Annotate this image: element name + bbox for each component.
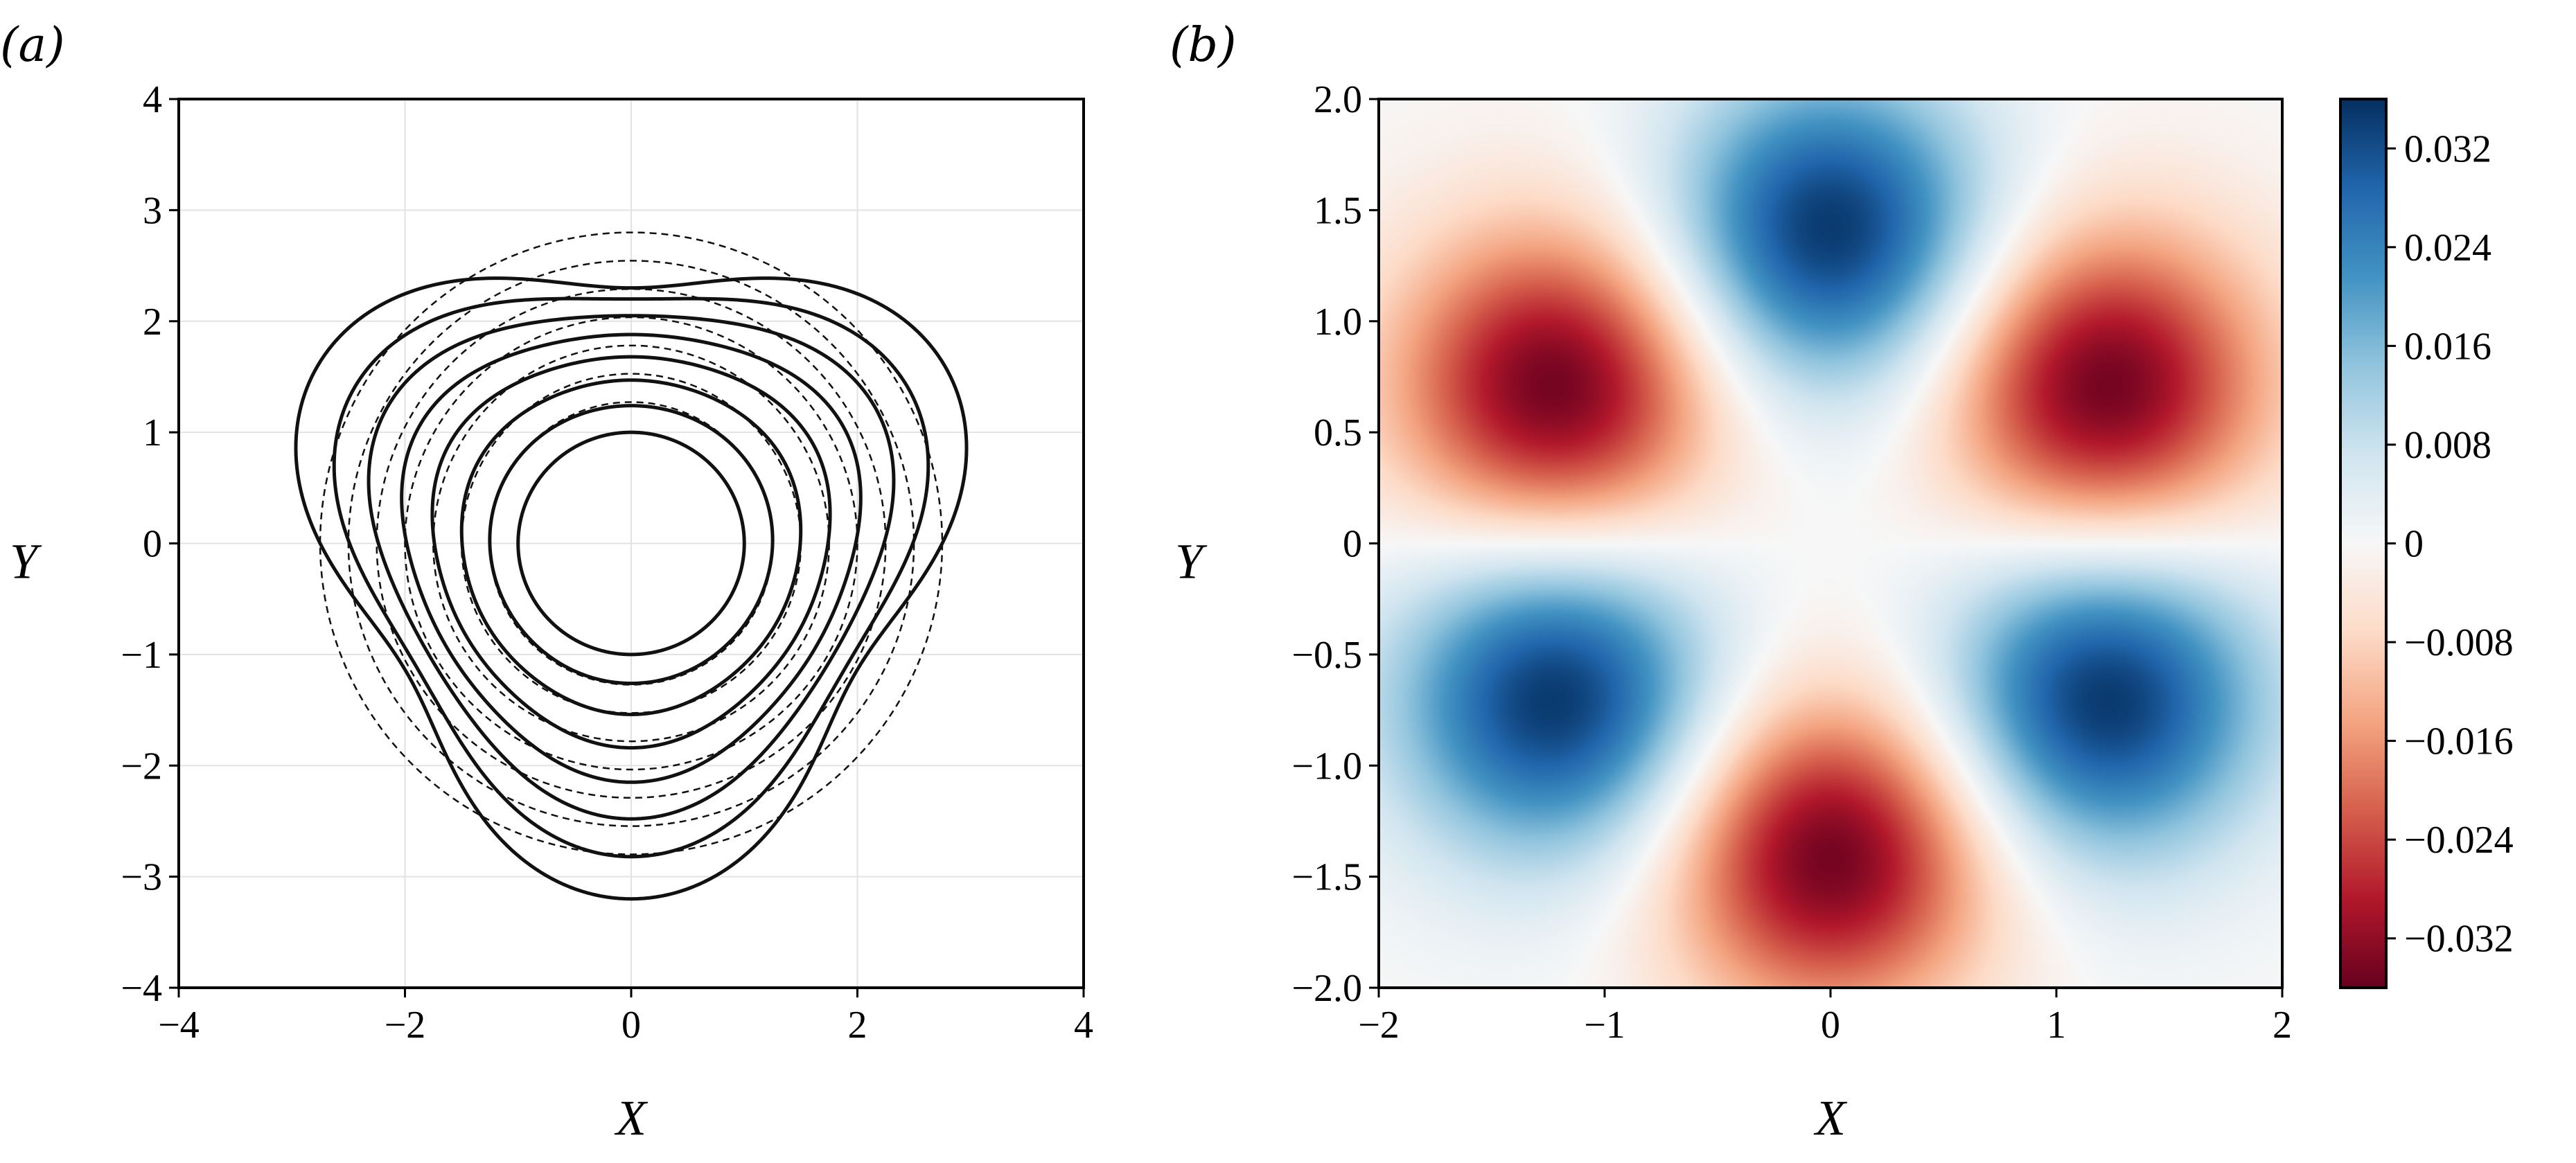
panel-b-label: (b) — [1170, 18, 1237, 73]
panel-b-x-axis-label: X — [1813, 1090, 1848, 1146]
solid-contour-2 — [459, 378, 803, 716]
x-tick-label: 2 — [2273, 1004, 2292, 1047]
x-tick-label: 2 — [848, 1004, 867, 1047]
y-tick-label: 0 — [143, 523, 162, 566]
y-tick-label: 3 — [143, 189, 162, 232]
colorbar-tick-label: −0.032 — [2404, 918, 2514, 961]
panel-a-x-ticks: −4 −2 0 2 4 — [158, 988, 1093, 1047]
y-tick-label: −1 — [121, 634, 162, 677]
y-tick-label: 1.5 — [1314, 189, 1362, 232]
panel-a-y-axis-label: Y — [10, 534, 42, 589]
y-tick-label: 1 — [143, 411, 162, 454]
colorbar-tick-label: −0.008 — [2404, 621, 2514, 664]
y-tick-label: 4 — [143, 78, 162, 121]
panel-a-solid-contours — [294, 276, 969, 901]
y-tick-label: −4 — [121, 967, 162, 1010]
colorbar-tick-label: 0 — [2404, 523, 2424, 566]
y-tick-label: 0 — [1343, 523, 1362, 566]
x-tick-label: −4 — [158, 1004, 200, 1047]
solid-contour-1 — [488, 404, 775, 686]
colorbar-tick-label: 0.032 — [2404, 127, 2491, 170]
panel-a: (a) −4 −2 0 2 4 −4 −3 −2 −1 0 1 2 3 4 X Y — [0, 18, 1093, 1146]
solid-contour-3 — [430, 355, 832, 750]
y-tick-label: −1.0 — [1291, 745, 1362, 788]
panel-a-label: (a) — [0, 18, 65, 73]
y-tick-label: −2 — [121, 745, 162, 788]
panel-b-x-ticks: −2 −1 0 1 2 — [1358, 988, 2292, 1047]
panel-b: (b) −2 −1 0 1 2 −2.0 −1.5 −1.0 −0.5 0 0.5 1.0 1.5 2.… — [1170, 18, 2514, 1146]
colorbar-gradient — [2340, 99, 2386, 988]
x-tick-label: 0 — [1821, 1004, 1840, 1047]
y-tick-label: 2 — [143, 301, 162, 344]
panel-b-y-axis-label: Y — [1175, 534, 1208, 589]
solid-contour-6 — [332, 296, 930, 859]
y-tick-label: −2.0 — [1291, 967, 1362, 1010]
colorbar-tick-label: 0.008 — [2404, 424, 2491, 467]
x-tick-label: 0 — [621, 1004, 641, 1047]
colorbar-tick-label: 0.016 — [2404, 325, 2491, 368]
solid-contour-4 — [400, 332, 863, 784]
panel-b-heatmap — [1379, 99, 2282, 988]
colorbar-ticks: −0.032 −0.024 −0.016 −0.008 0 0.008 0.016 0.024… — [2386, 127, 2514, 961]
x-tick-label: −2 — [385, 1004, 426, 1047]
panel-b-y-ticks: −2.0 −1.5 −1.0 −0.5 0 0.5 1.0 1.5 2.0 — [1291, 78, 1379, 1010]
y-tick-label: 0.5 — [1314, 411, 1362, 454]
solid-contour-0 — [516, 430, 746, 657]
x-tick-label: −1 — [1584, 1004, 1625, 1047]
y-tick-label: −1.5 — [1291, 856, 1362, 899]
y-tick-label: 1.0 — [1314, 301, 1362, 344]
panel-a-y-ticks: −4 −3 −2 −1 0 1 2 3 4 — [121, 78, 179, 1010]
x-tick-label: −2 — [1358, 1004, 1400, 1047]
colorbar-tick-label: 0.024 — [2404, 227, 2491, 269]
x-tick-label: 1 — [2047, 1004, 2066, 1047]
solid-contour-7 — [294, 276, 969, 901]
y-tick-label: −3 — [121, 856, 162, 899]
solid-contour-5 — [367, 314, 896, 821]
y-tick-label: 2.0 — [1314, 78, 1362, 121]
y-tick-label: −0.5 — [1291, 634, 1362, 677]
colorbar-tick-label: −0.016 — [2404, 720, 2514, 763]
colorbar-tick-label: −0.024 — [2404, 819, 2514, 862]
panel-a-x-axis-label: X — [614, 1090, 649, 1146]
x-tick-label: 4 — [1074, 1004, 1093, 1047]
